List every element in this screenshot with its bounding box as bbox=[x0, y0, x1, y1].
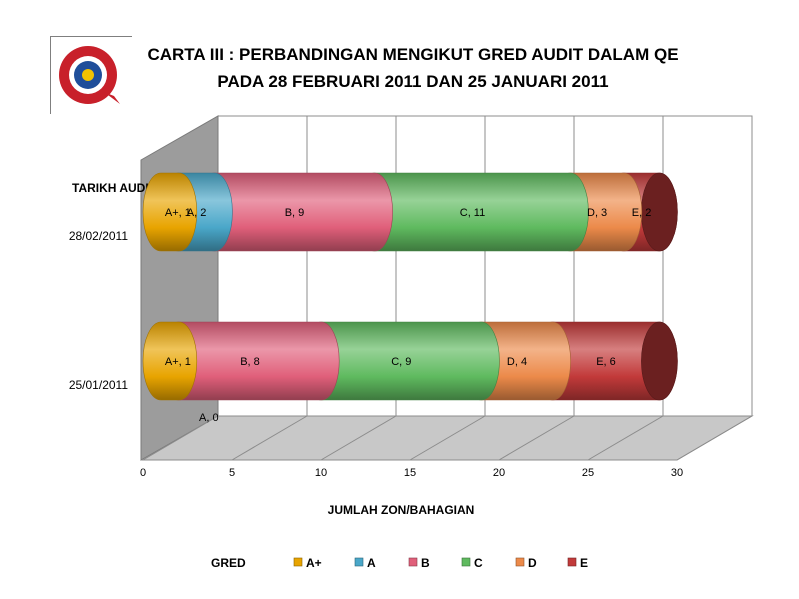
data-label-0-3: C, 11 bbox=[460, 207, 485, 219]
x-tick-label-0: 0 bbox=[140, 467, 146, 479]
data-label-0-2: B, 9 bbox=[285, 207, 305, 219]
x-tick-label-3: 15 bbox=[404, 467, 416, 479]
legend-swatch-3 bbox=[461, 557, 471, 567]
x-tick-label-6: 30 bbox=[671, 467, 683, 479]
data-label-1-1: A, 0 bbox=[199, 412, 219, 424]
bar-segment-0-0 bbox=[142, 172, 198, 252]
data-label-0-0: A+, 1 bbox=[165, 207, 191, 219]
floor-gridline-5 bbox=[587, 415, 664, 461]
floor-gridline-3 bbox=[409, 415, 486, 461]
x-tick-label-1: 5 bbox=[229, 467, 235, 479]
floor-gridline-4 bbox=[498, 415, 575, 461]
legend-swatch-5 bbox=[567, 557, 577, 567]
category-label-0: 28/02/2011 bbox=[69, 229, 128, 243]
legend-label-4: D bbox=[528, 556, 537, 570]
legend-title: GRED bbox=[211, 556, 246, 570]
y-axis-title: TARIKH AUDIT bbox=[72, 181, 157, 195]
legend-label-3: C bbox=[474, 556, 483, 570]
side-wall bbox=[140, 115, 219, 461]
legend-swatch-0 bbox=[293, 557, 303, 567]
bar-segment-1-0 bbox=[142, 321, 198, 401]
legend-label-0: A+ bbox=[306, 556, 322, 570]
legend-label-2: B bbox=[421, 556, 430, 570]
bar-end-cap-1 bbox=[641, 321, 678, 401]
logo-frame-top bbox=[50, 36, 132, 37]
chart-title-line-1: CARTA III : PERBANDINGAN MENGIKUT GRED A… bbox=[147, 45, 678, 64]
floor-gridline-6 bbox=[676, 415, 753, 461]
data-label-1-2: B, 8 bbox=[240, 356, 260, 368]
data-label-0-5: E, 2 bbox=[632, 207, 652, 219]
logo-emblem-center bbox=[82, 69, 94, 81]
data-label-1-5: E, 6 bbox=[596, 356, 616, 368]
legend-label-5: E bbox=[580, 556, 588, 570]
x-axis-title: JUMLAH ZON/BAHAGIAN bbox=[328, 503, 475, 517]
data-label-1-3: C, 9 bbox=[391, 356, 411, 368]
data-label-1-0: A+, 1 bbox=[165, 356, 191, 368]
data-label-0-4: D, 3 bbox=[587, 207, 607, 219]
x-tick-label-5: 25 bbox=[582, 467, 594, 479]
logo-frame-left bbox=[50, 36, 51, 114]
x-tick-label-4: 20 bbox=[493, 467, 505, 479]
logo-tail bbox=[104, 92, 120, 104]
x-tick-label-2: 10 bbox=[315, 467, 327, 479]
floor-gridline-2 bbox=[320, 415, 397, 461]
legend-swatch-4 bbox=[515, 557, 525, 567]
logo bbox=[59, 46, 120, 104]
legend-label-1: A bbox=[367, 556, 376, 570]
data-label-1-4: D, 4 bbox=[507, 356, 527, 368]
legend-swatch-1 bbox=[354, 557, 364, 567]
category-label-1: 25/01/2011 bbox=[69, 378, 128, 392]
data-label-0-1: A, 2 bbox=[187, 207, 207, 219]
legend-swatch-2 bbox=[408, 557, 418, 567]
chart-title-line-2: PADA 28 FEBRUARI 2011 DAN 25 JANUARI 201… bbox=[217, 72, 608, 91]
floor-gridline-1 bbox=[231, 415, 308, 461]
